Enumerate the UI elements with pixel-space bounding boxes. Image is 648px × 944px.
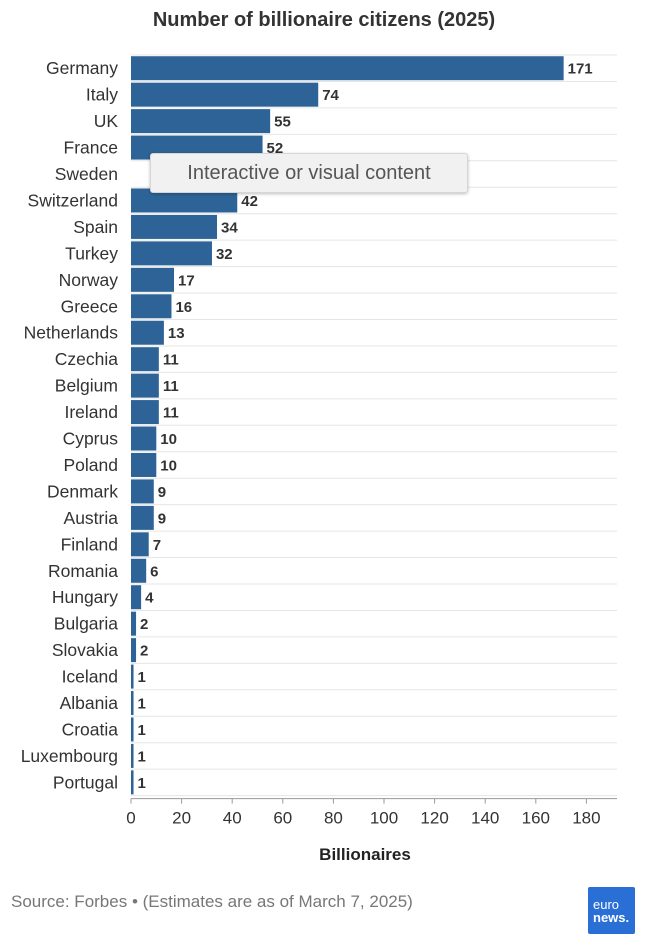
category-label: Turkey [65, 243, 118, 263]
bar [131, 664, 134, 689]
bar [131, 558, 147, 583]
x-tick-label: 140 [471, 809, 499, 828]
bar [131, 347, 159, 372]
category-label: Bulgaria [54, 614, 118, 634]
category-label: Switzerland [28, 190, 118, 210]
x-tick-label: 40 [223, 809, 242, 828]
chart-title: Number of billionaire citizens (2025) [152, 9, 496, 31]
x-tick-label: 120 [420, 809, 448, 828]
category-label: Belgium [55, 376, 118, 396]
value-label: 11 [163, 405, 179, 422]
value-label: 2 [140, 643, 148, 660]
x-tick-label: 0 [126, 809, 135, 828]
category-label: Spain [73, 217, 118, 237]
category-label: Norway [59, 270, 119, 290]
value-label: 42 [241, 193, 258, 210]
category-label: Romania [48, 561, 118, 581]
category-label: Netherlands [24, 323, 119, 343]
bar [131, 585, 142, 610]
value-label: 171 [568, 61, 593, 78]
x-tick-label: 100 [370, 809, 398, 828]
value-label: 9 [158, 484, 166, 501]
value-label: 10 [160, 457, 177, 474]
category-label: Czechia [55, 349, 118, 369]
category-label: Slovakia [52, 640, 118, 660]
category-label: France [64, 138, 118, 158]
source-note: Source: Forbes • (Estimates are as of Ma… [11, 892, 413, 911]
category-label: Luxembourg [21, 746, 118, 766]
value-label: 10 [160, 431, 177, 448]
x-tick-label: 160 [522, 809, 550, 828]
bar [131, 82, 319, 107]
bar [131, 638, 137, 663]
bar [131, 743, 134, 768]
bar [131, 691, 134, 716]
bar [131, 56, 564, 81]
bar [131, 770, 134, 795]
euronews-logo: euro news. [588, 887, 635, 934]
category-label: Denmark [47, 481, 118, 501]
bar [131, 400, 159, 425]
bar [131, 294, 172, 319]
category-label: Austria [64, 508, 119, 528]
value-label: 11 [163, 378, 179, 395]
value-label: 52 [267, 140, 284, 157]
bar [131, 505, 154, 530]
category-label: Sweden [55, 164, 118, 184]
value-label: 1 [138, 722, 146, 739]
category-label: Cyprus [63, 429, 119, 449]
content-placeholder-overlay[interactable]: Interactive or visual content [150, 153, 468, 193]
category-label: Iceland [62, 667, 118, 687]
category-label: UK [94, 111, 119, 131]
value-label: 6 [150, 563, 158, 580]
category-label: Greece [61, 296, 118, 316]
bar [131, 109, 271, 134]
category-label: Italy [86, 85, 118, 105]
category-label: Hungary [52, 587, 118, 607]
x-tick-label: 20 [172, 809, 191, 828]
category-label: Portugal [53, 772, 118, 792]
x-tick-label: 60 [273, 809, 292, 828]
x-axis-label: Billionaires [319, 845, 411, 864]
value-label: 11 [163, 352, 179, 369]
bar [131, 452, 157, 477]
category-label: Germany [46, 58, 118, 78]
value-label: 13 [168, 325, 185, 342]
bar [131, 611, 137, 636]
bar [131, 214, 218, 239]
logo-line-1: euro [593, 896, 620, 912]
bar [131, 426, 157, 451]
x-tick-label: 180 [572, 809, 600, 828]
category-label: Poland [64, 455, 119, 475]
category-label: Croatia [62, 719, 119, 739]
value-label: 1 [138, 669, 146, 686]
value-label: 16 [175, 299, 192, 316]
value-label: 34 [221, 219, 238, 236]
logo-line-2: news. [593, 909, 630, 925]
value-label: 55 [274, 114, 291, 131]
bar [131, 717, 134, 742]
value-label: 74 [322, 87, 339, 104]
x-tick-label: 80 [324, 809, 343, 828]
category-label: Finland [61, 534, 118, 554]
value-label: 9 [158, 510, 166, 527]
value-label: 4 [145, 590, 154, 607]
value-label: 32 [216, 246, 233, 263]
bar [131, 532, 149, 557]
value-label: 1 [138, 748, 146, 765]
value-label: 2 [140, 616, 148, 633]
bar [131, 241, 212, 266]
value-label: 1 [138, 696, 146, 713]
category-label: Albania [60, 693, 119, 713]
category-label: Ireland [64, 402, 118, 422]
bar [131, 267, 175, 292]
bar [131, 479, 154, 504]
value-label: 7 [153, 537, 161, 554]
value-label: 1 [138, 775, 146, 792]
bar [131, 320, 164, 345]
value-label: 17 [178, 272, 195, 289]
bar [131, 373, 159, 398]
